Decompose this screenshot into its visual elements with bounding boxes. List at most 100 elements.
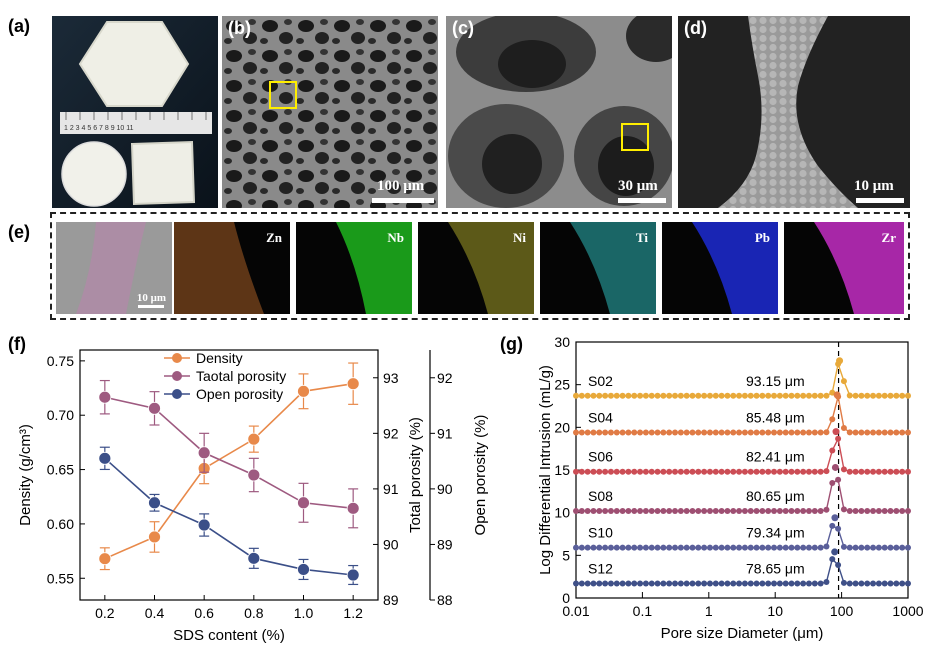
data-point <box>613 544 620 551</box>
data-point <box>881 507 888 514</box>
peak-annotation: 85.48 μm <box>746 409 805 425</box>
data-point <box>701 468 708 475</box>
data-point <box>578 468 585 475</box>
data-point <box>736 468 743 475</box>
data-point <box>689 468 696 475</box>
data-point <box>625 468 632 475</box>
data-point <box>98 451 112 465</box>
y3-axis-label-f: Open porosity (%) <box>472 415 489 536</box>
data-point <box>747 507 754 514</box>
data-point <box>718 468 725 475</box>
data-point <box>660 544 667 551</box>
data-point <box>706 580 713 587</box>
eds-label-ti: Ti <box>635 230 648 245</box>
data-point <box>602 429 609 436</box>
data-point <box>875 580 882 587</box>
data-point <box>695 429 702 436</box>
data-point <box>625 580 632 587</box>
data-point <box>666 429 673 436</box>
data-point <box>788 468 795 475</box>
data-point <box>765 429 772 436</box>
data-point <box>596 392 603 399</box>
data-point <box>637 429 644 436</box>
data-point <box>765 544 772 551</box>
data-point <box>835 435 842 442</box>
peak-point <box>832 428 840 436</box>
data-point <box>695 580 702 587</box>
data-point <box>706 468 713 475</box>
data-point <box>840 466 847 473</box>
eds-overlay-scalebar <box>138 305 164 308</box>
data-point <box>584 507 591 514</box>
data-point <box>736 507 743 514</box>
data-point <box>829 522 836 529</box>
data-point <box>718 580 725 587</box>
data-point <box>642 468 649 475</box>
data-point <box>835 525 842 532</box>
data-point <box>625 429 632 436</box>
data-point <box>689 392 696 399</box>
data-point <box>771 468 778 475</box>
data-point <box>724 544 731 551</box>
data-point <box>648 544 655 551</box>
data-point <box>794 544 801 551</box>
sem-image-d: 10 μm <box>678 16 910 208</box>
data-point <box>573 580 579 587</box>
data-point <box>701 544 708 551</box>
eds-map-ti: Ti <box>540 222 656 314</box>
y-tick-label-g: 25 <box>554 377 570 393</box>
data-point <box>724 392 731 399</box>
x-tick-label-g: 0.1 <box>633 603 653 619</box>
data-point <box>672 507 679 514</box>
data-point <box>607 429 614 436</box>
data-point <box>905 544 911 551</box>
data-point <box>706 544 713 551</box>
data-point <box>689 580 696 587</box>
data-point <box>893 580 900 587</box>
series-label: S06 <box>588 449 613 465</box>
data-point <box>701 429 708 436</box>
data-point <box>759 392 766 399</box>
data-point <box>823 429 830 436</box>
data-point <box>887 468 894 475</box>
data-point <box>905 429 911 436</box>
y-tick-label-f: 0.70 <box>47 407 74 423</box>
eds-label-zn: Zn <box>266 230 282 245</box>
data-point <box>864 507 871 514</box>
y3-tick-label-f: 89 <box>437 536 453 552</box>
data-point <box>858 429 865 436</box>
y3-tick-label-f: 91 <box>437 425 453 441</box>
panel-label-f: (f) <box>8 334 26 354</box>
data-point <box>829 556 836 563</box>
data-point <box>905 507 911 514</box>
data-point <box>741 544 748 551</box>
data-point <box>765 468 772 475</box>
x-tick-label-f: 1.0 <box>294 605 314 621</box>
data-point <box>858 544 865 551</box>
peak-point <box>836 357 844 365</box>
data-point <box>817 468 824 475</box>
data-point <box>887 580 894 587</box>
x-axis-label-g: Pore size Diameter (μm) <box>661 625 824 642</box>
data-point <box>654 507 661 514</box>
data-point <box>805 544 812 551</box>
data-point <box>584 468 591 475</box>
data-point <box>584 580 591 587</box>
data-point <box>619 507 626 514</box>
data-point <box>607 544 614 551</box>
data-point <box>631 392 638 399</box>
panel-label-g: (g) <box>500 334 523 354</box>
series-line-s02 <box>576 361 908 397</box>
data-point <box>800 392 807 399</box>
data-point <box>829 447 836 454</box>
data-point <box>759 429 766 436</box>
data-point <box>811 507 818 514</box>
data-point <box>578 544 585 551</box>
data-point <box>852 429 859 436</box>
data-point <box>747 544 754 551</box>
data-point <box>683 429 690 436</box>
data-point <box>864 468 871 475</box>
data-point <box>346 568 360 582</box>
data-point <box>666 580 673 587</box>
data-point <box>297 563 310 576</box>
